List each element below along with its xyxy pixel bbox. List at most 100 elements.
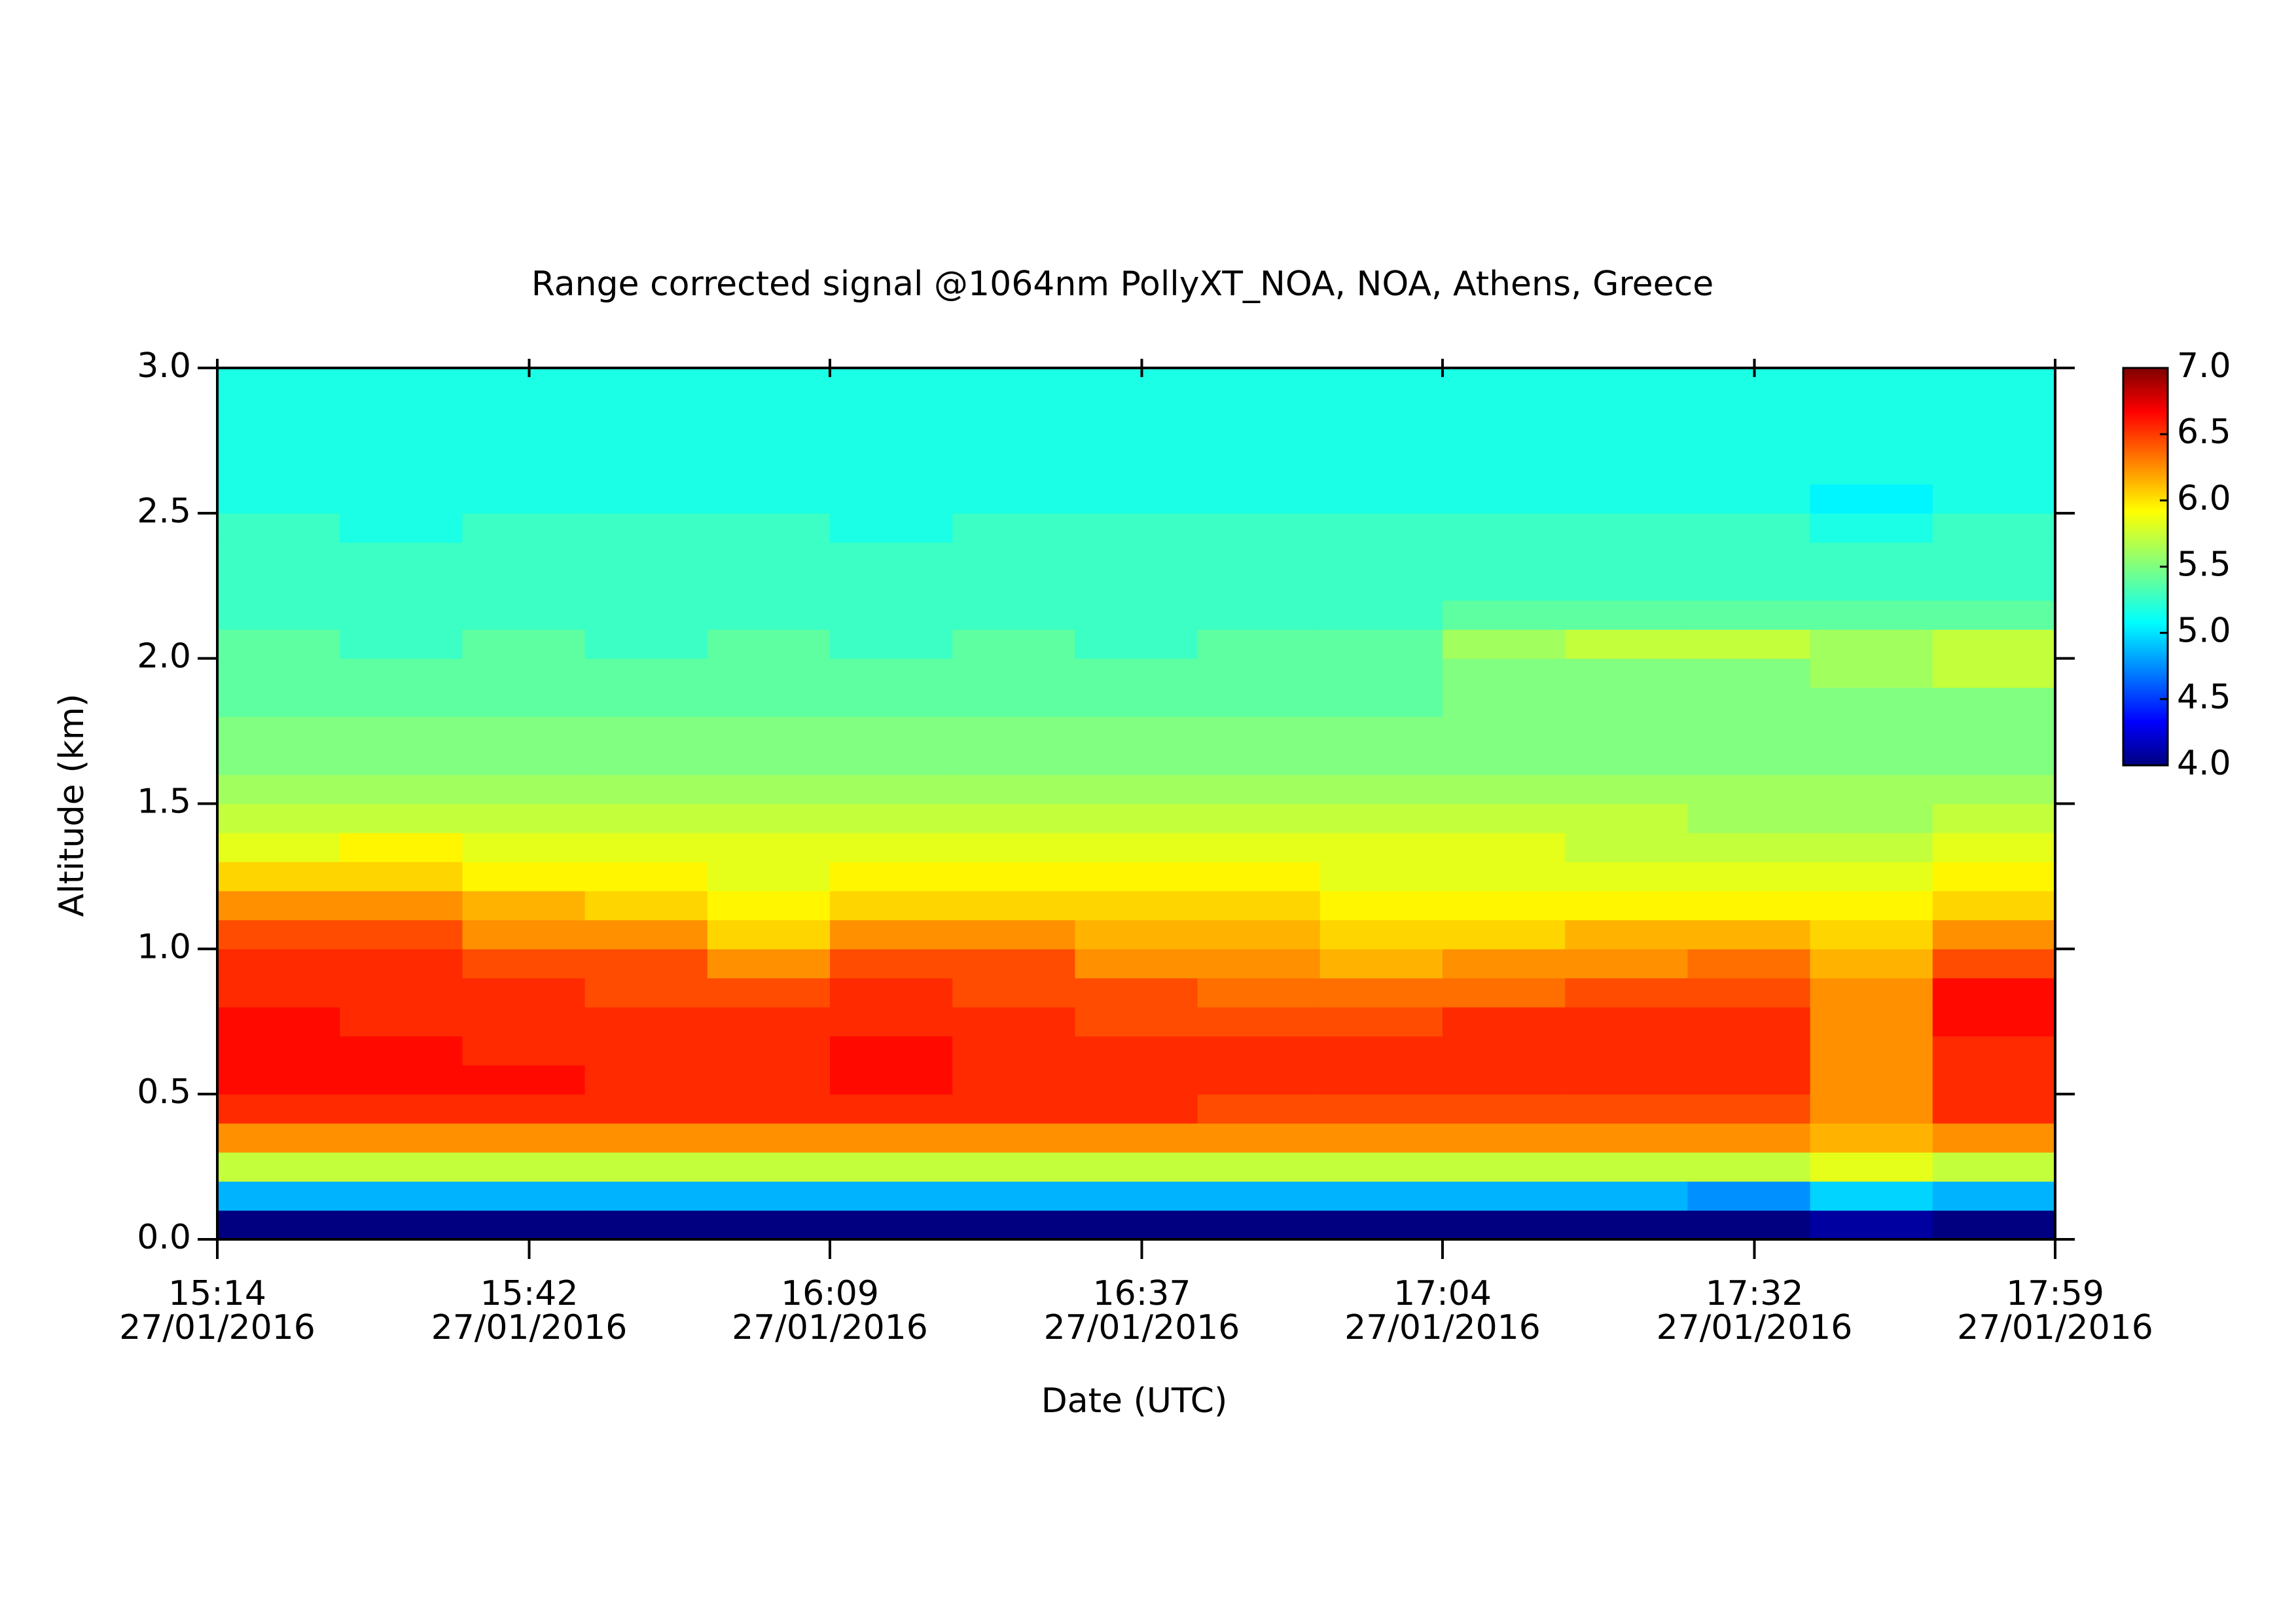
heat-cell bbox=[217, 571, 340, 601]
heat-cell bbox=[1443, 426, 1566, 456]
heat-cell bbox=[1075, 716, 1198, 746]
heat-cell bbox=[1443, 455, 1566, 485]
heat-cell bbox=[952, 1123, 1075, 1153]
heat-cell bbox=[707, 1007, 831, 1037]
x-tick-label: 17:04 27/01/2016 bbox=[1344, 1274, 1541, 1347]
heat-cell bbox=[1443, 629, 1566, 659]
heat-cell bbox=[1932, 803, 2056, 833]
heat-cell bbox=[1197, 1210, 1321, 1240]
heat-cell bbox=[1687, 775, 1811, 805]
heat-cell bbox=[1075, 1065, 1198, 1095]
heat-cell bbox=[1443, 919, 1566, 949]
heat-cell bbox=[1932, 629, 2056, 659]
heat-cell bbox=[1932, 1065, 2056, 1095]
heat-cell bbox=[952, 1065, 1075, 1095]
heat-cell bbox=[952, 803, 1075, 833]
heat-cell bbox=[830, 600, 953, 630]
heat-cell bbox=[1687, 542, 1811, 572]
heat-cell bbox=[1687, 890, 1811, 921]
heat-cell bbox=[1687, 862, 1811, 892]
x-tick-label-line: 27/01/2016 bbox=[1657, 1308, 1853, 1347]
heat-cell bbox=[462, 455, 586, 485]
heat-cell bbox=[1443, 600, 1566, 630]
heat-cell bbox=[830, 368, 953, 397]
heat-cell bbox=[462, 1065, 586, 1095]
heat-cell bbox=[1197, 745, 1321, 775]
heat-cell bbox=[830, 455, 953, 485]
heat-cell bbox=[1810, 949, 1933, 979]
heat-cell bbox=[584, 919, 708, 949]
heat-cell bbox=[707, 658, 831, 688]
x-tick-label-line: 15:14 bbox=[168, 1274, 266, 1313]
heat-cell bbox=[1319, 1065, 1443, 1095]
y-tick-label: 0.0 bbox=[137, 1218, 191, 1257]
heat-cell bbox=[584, 455, 708, 485]
y-tick-label: 1.5 bbox=[137, 782, 191, 822]
heat-cell bbox=[1687, 368, 1811, 397]
heat-cell bbox=[952, 890, 1075, 921]
heat-cell bbox=[1687, 716, 1811, 746]
heat-cell bbox=[462, 571, 586, 601]
heat-cell bbox=[1075, 1210, 1198, 1240]
heat-cell bbox=[1687, 397, 1811, 427]
heat-cell bbox=[1319, 571, 1443, 601]
heat-cell bbox=[340, 542, 463, 572]
heat-cell bbox=[584, 1152, 708, 1182]
heat-cell bbox=[1319, 455, 1443, 485]
x-tick-label-line: 27/01/2016 bbox=[1044, 1308, 1240, 1347]
heat-cell bbox=[830, 745, 953, 775]
heat-cell bbox=[1075, 775, 1198, 805]
heat-cell bbox=[1932, 716, 2056, 746]
heat-cell bbox=[584, 368, 708, 397]
heat-cell bbox=[584, 513, 708, 543]
heat-cell bbox=[1810, 397, 1933, 427]
heat-cell bbox=[1075, 571, 1198, 601]
heat-cell bbox=[1932, 1152, 2056, 1182]
heat-cell bbox=[1197, 368, 1321, 397]
heat-cell bbox=[1075, 368, 1198, 397]
heat-cell bbox=[1810, 890, 1933, 921]
heat-cell bbox=[1687, 426, 1811, 456]
heat-cell bbox=[830, 1007, 953, 1037]
colorbar-tick-label: 5.5 bbox=[2177, 545, 2231, 585]
heat-cell bbox=[1565, 687, 1688, 717]
heat-cell bbox=[462, 1210, 586, 1240]
heat-cell bbox=[1565, 1181, 1688, 1211]
heat-cell bbox=[217, 803, 340, 833]
x-tick-label: 16:09 27/01/2016 bbox=[732, 1274, 928, 1347]
heat-cell bbox=[1932, 1123, 2056, 1153]
heat-cell bbox=[462, 745, 586, 775]
heat-cell bbox=[462, 542, 586, 572]
heat-cell bbox=[1319, 513, 1443, 543]
heat-cell bbox=[1197, 1152, 1321, 1182]
heat-cell bbox=[584, 1065, 708, 1095]
x-tick-label: 15:42 27/01/2016 bbox=[431, 1274, 628, 1347]
heat-cell bbox=[1565, 600, 1688, 630]
heat-cell bbox=[1075, 1036, 1198, 1066]
heat-cell bbox=[707, 629, 831, 659]
heat-cell bbox=[1687, 513, 1811, 543]
heat-cell bbox=[217, 775, 340, 805]
y-tick-label: 1.0 bbox=[137, 927, 191, 966]
heat-cell bbox=[1565, 629, 1688, 659]
heat-cell bbox=[707, 949, 831, 979]
heat-cell bbox=[217, 890, 340, 921]
heat-cell bbox=[1687, 600, 1811, 630]
heat-cell bbox=[462, 1181, 586, 1211]
heat-cell bbox=[340, 1152, 463, 1182]
heat-cell bbox=[952, 1094, 1075, 1124]
heat-cell bbox=[217, 600, 340, 630]
colorbar-tick-label: 4.5 bbox=[2177, 678, 2231, 717]
heat-cell bbox=[217, 629, 340, 659]
heat-cell bbox=[1075, 745, 1198, 775]
heat-cell bbox=[707, 1152, 831, 1182]
heat-cell bbox=[707, 455, 831, 485]
heat-cell bbox=[340, 775, 463, 805]
heat-cell bbox=[1197, 484, 1321, 514]
heat-cell bbox=[1932, 426, 2056, 456]
heat-cell bbox=[707, 426, 831, 456]
heat-cell bbox=[340, 426, 463, 456]
heat-cell bbox=[584, 629, 708, 659]
heat-cell bbox=[1075, 1181, 1198, 1211]
heat-cell bbox=[1810, 1210, 1933, 1240]
